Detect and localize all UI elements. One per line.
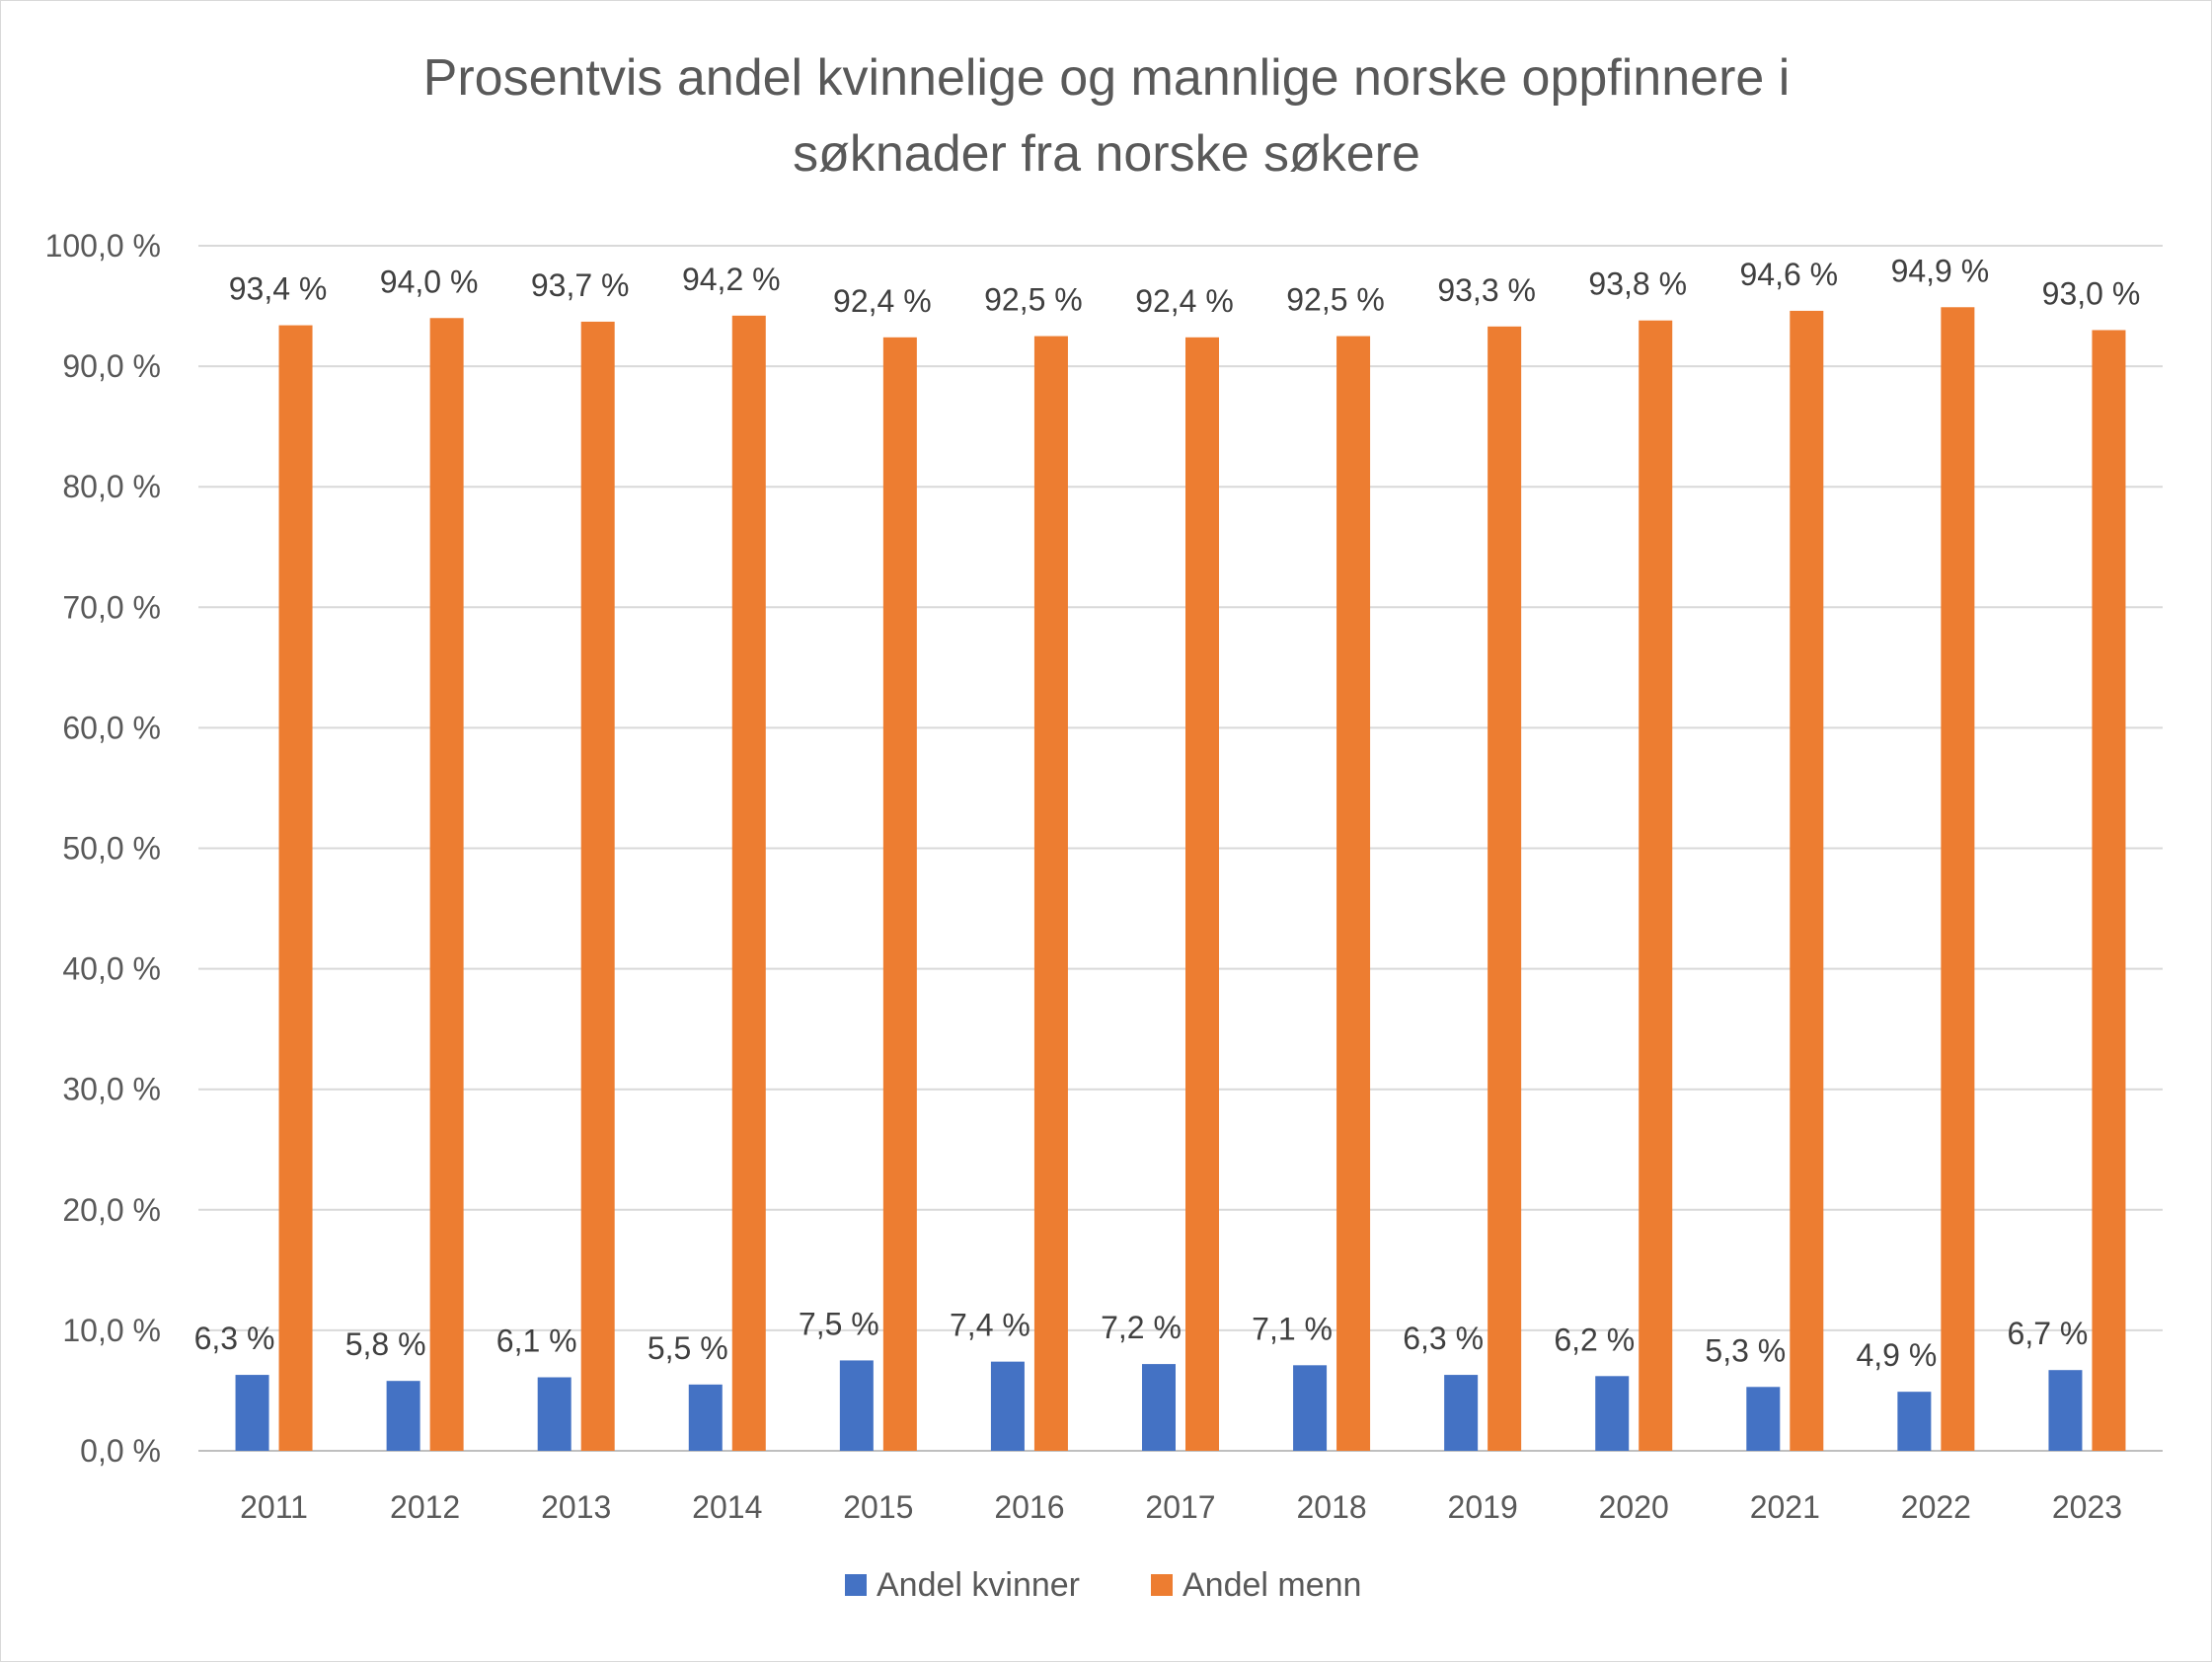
legend-swatch-kvinner (845, 1574, 867, 1596)
data-label: 7,5 % (799, 1306, 879, 1341)
data-label: 94,0 % (380, 264, 479, 299)
data-label: 6,3 % (194, 1321, 275, 1356)
bar-menn (278, 325, 313, 1452)
bar-kvinner (386, 1381, 420, 1451)
bar-kvinner (990, 1361, 1025, 1451)
x-tick-label: 2022 (1901, 1489, 1971, 1525)
bar-kvinner (1595, 1376, 1630, 1451)
data-label: 7,2 % (1101, 1310, 1182, 1345)
bar-menn (1639, 320, 1673, 1451)
y-tick-label: 90,0 % (62, 348, 161, 384)
data-label: 94,6 % (1739, 257, 1838, 292)
bar-kvinner (1293, 1365, 1328, 1451)
bar-kvinner (1142, 1364, 1176, 1451)
data-label: 4,9 % (1856, 1337, 1937, 1373)
y-tick-label: 10,0 % (62, 1313, 161, 1348)
bar-menn (731, 315, 766, 1451)
bars (235, 307, 2126, 1452)
bar-menn (1185, 337, 1219, 1451)
data-label: 5,5 % (648, 1330, 728, 1366)
data-label: 92,4 % (833, 283, 932, 319)
y-tick-label: 100,0 % (45, 228, 161, 264)
y-axis: 0,0 % 10,0 % 20,0 % 30,0 % 40,0 % 50,0 % 60,0 … (45, 228, 161, 1469)
bar-menn (1033, 336, 1068, 1452)
bar-menn (1790, 310, 1824, 1452)
y-tick-label: 50,0 % (62, 831, 161, 867)
x-tick-label: 2020 (1599, 1489, 1669, 1525)
x-axis: 2011 2012 2013 2014 2015 2016 2017 2018 2019 2020… (240, 1489, 2122, 1525)
x-tick-label: 2019 (1448, 1489, 1518, 1525)
bar-menn (580, 321, 615, 1452)
data-label: 93,8 % (1588, 266, 1687, 302)
y-tick-label: 30,0 % (62, 1072, 161, 1107)
x-tick-label: 2023 (2052, 1489, 2122, 1525)
y-tick-label: 80,0 % (62, 469, 161, 504)
data-label: 93,4 % (229, 271, 328, 307)
legend-label-menn: Andel menn (1182, 1566, 1361, 1604)
bar-menn (882, 337, 917, 1451)
bar-kvinner (688, 1384, 723, 1451)
data-label: 92,4 % (1135, 283, 1234, 319)
y-tick-label: 20,0 % (62, 1192, 161, 1228)
y-tick-label: 70,0 % (62, 589, 161, 625)
x-tick-label: 2021 (1750, 1489, 1820, 1525)
y-tick-label: 40,0 % (62, 951, 161, 987)
x-tick-label: 2016 (994, 1489, 1064, 1525)
data-label: 92,5 % (1286, 282, 1385, 318)
y-tick-label: 60,0 % (62, 710, 161, 745)
data-label: 93,0 % (2042, 275, 2141, 311)
bar-kvinner (235, 1375, 269, 1451)
x-tick-label: 2018 (1296, 1489, 1366, 1525)
chart-title: Prosentvis andel kvinnelige og mannlige … (423, 49, 1791, 183)
chart-title-line-2: søknader fra norske søkere (793, 125, 1420, 183)
bar-menn (1336, 336, 1371, 1452)
data-label: 6,2 % (1554, 1322, 1635, 1357)
data-label: 92,5 % (984, 282, 1083, 318)
data-label: 93,7 % (531, 267, 630, 303)
x-tick-label: 2014 (692, 1489, 762, 1525)
x-tick-label: 2013 (541, 1489, 611, 1525)
data-label: 5,3 % (1705, 1332, 1786, 1368)
data-label: 6,3 % (1403, 1321, 1484, 1356)
data-label: 7,1 % (1252, 1311, 1333, 1346)
data-label: 94,2 % (682, 262, 781, 297)
legend-swatch-menn (1151, 1574, 1173, 1596)
bar-kvinner (839, 1360, 874, 1451)
x-tick-label: 2015 (843, 1489, 913, 1525)
bar-kvinner (537, 1377, 572, 1451)
bar-menn (1487, 326, 1522, 1451)
data-label: 5,8 % (345, 1326, 426, 1362)
y-tick-label: 0,0 % (80, 1433, 161, 1469)
legend: Andel kvinner Andel menn (845, 1566, 1361, 1604)
bar-menn (1941, 307, 1975, 1451)
chart-title-line-1: Prosentvis andel kvinnelige og mannlige … (423, 49, 1791, 107)
data-label: 7,4 % (950, 1308, 1030, 1343)
gridlines (198, 245, 2163, 1452)
data-labels: 6,3 % 93,4 % 5,8 % 94,0 % 6,1 % 93,7 % 5,5 % 94… (194, 253, 2141, 1373)
x-tick-label: 2017 (1145, 1489, 1215, 1525)
bar-kvinner (1897, 1392, 1932, 1451)
data-label: 6,7 % (2008, 1316, 2089, 1351)
data-label: 6,1 % (496, 1323, 577, 1359)
x-tick-label: 2011 (240, 1489, 308, 1525)
bar-kvinner (1444, 1375, 1479, 1451)
bar-kvinner (1746, 1387, 1781, 1451)
x-tick-label: 2012 (390, 1489, 460, 1525)
data-label: 94,9 % (1891, 253, 1990, 288)
bar-menn (2092, 330, 2126, 1452)
legend-label-kvinner: Andel kvinner (877, 1566, 1080, 1604)
bar-menn (429, 318, 464, 1451)
data-label: 93,3 % (1437, 272, 1536, 308)
bar-kvinner (2048, 1370, 2083, 1451)
